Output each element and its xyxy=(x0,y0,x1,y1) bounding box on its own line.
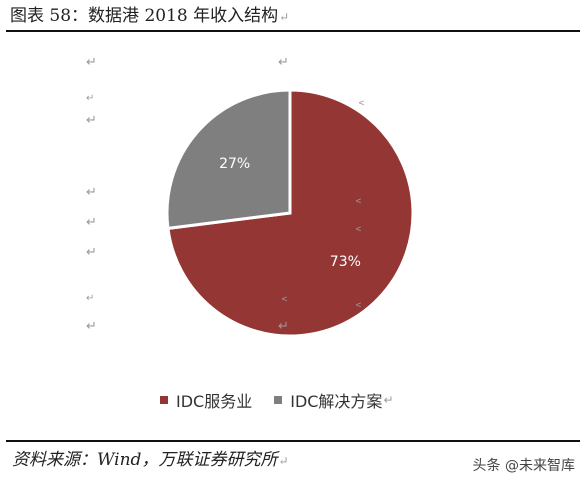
paragraph-mark: ﹤ xyxy=(352,193,366,208)
figure-title-text: 图表 58：数据港 2018 年收入结构 xyxy=(10,6,279,26)
top-rule xyxy=(6,30,580,32)
title-return-mark: ↵ xyxy=(279,10,290,24)
figure-title: 图表 58：数据港 2018 年收入结构↵ xyxy=(10,4,580,28)
paragraph-mark: ﹤ xyxy=(355,95,369,110)
paragraph-mark: ﹤ xyxy=(278,291,292,306)
paragraph-mark: ↵ xyxy=(86,113,97,128)
source-text: 资料来源：Wind，万联证券研究所 xyxy=(12,450,278,470)
paragraph-mark: ↵ xyxy=(86,293,95,304)
legend-label-idc-service: IDC服务业 xyxy=(176,392,253,411)
legend-label-idc-solution: IDC解决方案 xyxy=(290,392,383,411)
pie-data-label-1: 27% xyxy=(219,156,250,172)
paragraph-mark: ↵ xyxy=(86,215,97,230)
paragraph-mark: ↵ xyxy=(86,245,97,260)
watermark: 头条 @未来智库 xyxy=(472,458,575,474)
bottom-rule xyxy=(6,440,580,442)
paragraph-mark: ↵ xyxy=(278,55,289,70)
paragraph-mark: ﹤ xyxy=(352,221,366,236)
paragraph-mark: ↵ xyxy=(86,319,97,334)
legend-swatch-idc-solution xyxy=(274,396,283,404)
paragraph-mark: ↵ xyxy=(86,185,97,200)
legend-return-mark: ↵ xyxy=(383,393,394,407)
pie-slice-1 xyxy=(165,88,292,231)
legend-item-idc-service: IDC服务业 xyxy=(160,388,252,412)
paragraph-mark: ↵ xyxy=(278,319,289,334)
source-return-mark: ↵ xyxy=(278,454,289,468)
source-note: 资料来源：Wind，万联证券研究所↵ xyxy=(12,447,289,473)
legend-item-idc-solution: IDC解决方案 ↵ xyxy=(274,388,394,412)
paragraph-mark: ﹤ xyxy=(352,297,366,312)
paragraph-mark: ↵ xyxy=(86,55,97,70)
pie-data-label-0: 73% xyxy=(330,254,361,270)
chart-legend: IDC服务业 IDC解决方案 ↵ xyxy=(160,388,416,412)
paragraph-mark: ↵ xyxy=(86,93,95,104)
legend-swatch-idc-service xyxy=(160,396,168,404)
